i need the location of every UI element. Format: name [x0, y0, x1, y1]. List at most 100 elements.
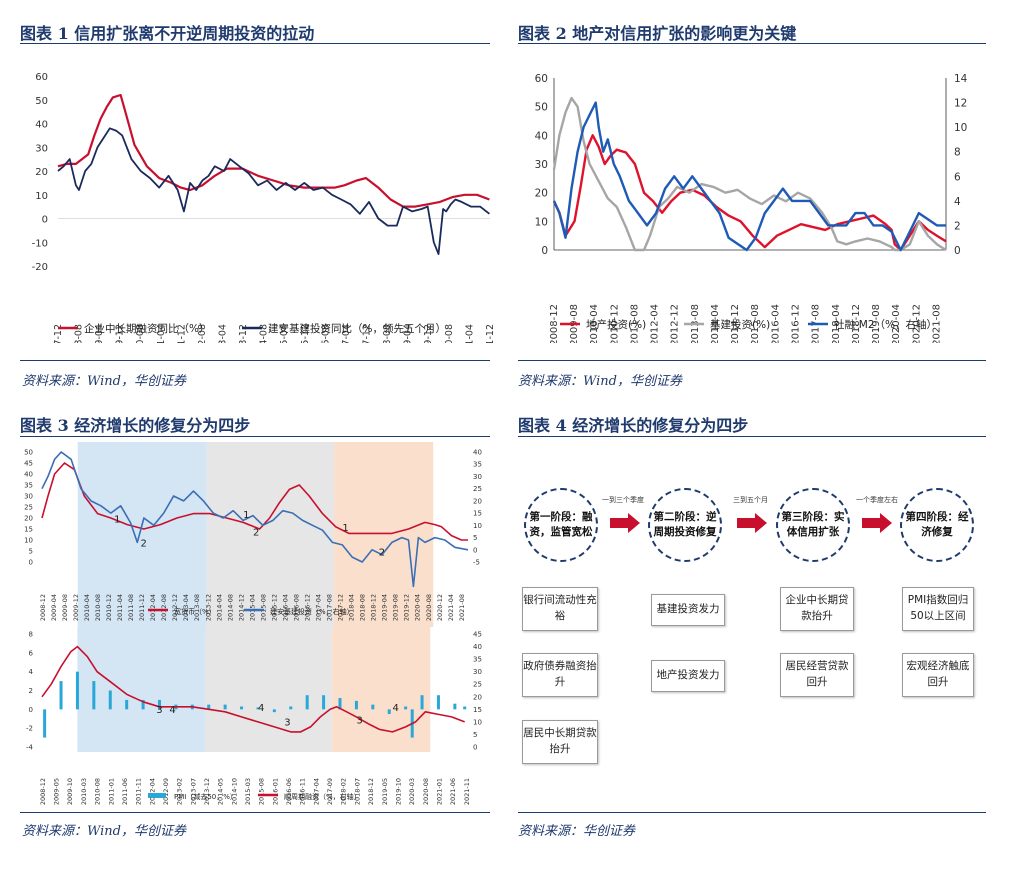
x-tick-label: 2015-08 — [750, 304, 761, 343]
y2-tick-label: 0 — [954, 245, 961, 257]
x-tick-label: 2020-12 — [436, 594, 444, 621]
x-tick-label: 2013-04 — [182, 594, 190, 621]
x-tick-label: 2021-01 — [435, 778, 443, 805]
y-tick-label: 50 — [35, 96, 48, 107]
y2-tick-label: 20 — [473, 693, 482, 701]
panel4-title: 图表 4 经济增长的修复分为四步 — [518, 416, 749, 435]
panel1-source: 资料来源：Wind，华创证券 — [22, 374, 186, 389]
y2-tick-label: 0 — [473, 744, 477, 752]
y2-tick-label: 2 — [954, 220, 961, 232]
panel3-source: 资料来源：Wind，华创证券 — [22, 824, 186, 839]
panel2-title-rule — [518, 43, 986, 44]
x-tick-label: 2010-08 — [94, 594, 102, 621]
y-tick-label: 20 — [24, 515, 33, 523]
y2-tick-label: 14 — [954, 73, 968, 85]
phase-marker: 3 — [356, 715, 362, 726]
pmi-bar — [157, 699, 161, 710]
x-tick-label: 2018-12 — [370, 594, 378, 621]
y-tick-label: 0 — [42, 215, 48, 226]
x-tick-label: 2012-12 — [670, 304, 681, 343]
pmi-bar — [371, 704, 375, 710]
pmi-bar — [125, 699, 129, 710]
stage-arrow-3 — [862, 513, 892, 533]
x-tick-label: 2008-12 — [39, 594, 47, 621]
x-tick-label: 2017-08 — [326, 594, 334, 621]
panel1-source-rule — [20, 360, 490, 361]
phase-band-bottom-3 — [331, 627, 431, 752]
pmi-bar — [43, 709, 47, 738]
y-tick-label: 45 — [24, 460, 33, 468]
x-tick-label: 2015-08 — [258, 778, 266, 805]
y-tick-label: 10 — [535, 216, 548, 228]
box-household-business-loans: 居民经营贷款回升 — [780, 653, 854, 697]
x-tick-label: 2010-08 — [135, 324, 146, 343]
x-tick-label: 2021-08 — [458, 594, 466, 621]
y-tick-label: 60 — [35, 72, 48, 83]
x-tick-label: 2019-10 — [394, 778, 402, 805]
stage2-circle: 第二阶段：逆周期投资修复 — [648, 488, 722, 562]
panel1-title-rule — [20, 43, 490, 44]
x-tick-label: 2008-12 — [39, 778, 47, 805]
x-tick-label: 2013-07 — [189, 778, 197, 805]
x-tick-label: 2012-12 — [171, 594, 179, 621]
box-property-investment: 地产投资发力 — [651, 660, 725, 692]
x-tick-label: 2011-04 — [156, 324, 167, 343]
y2-tick-label: 10 — [954, 122, 967, 134]
pmi-bar — [322, 695, 326, 710]
x-tick-label: 2009-12 — [72, 594, 80, 621]
y2-tick-label: 30 — [473, 668, 482, 676]
phase-band-bottom-2 — [205, 627, 332, 752]
y2-tick-label: 4 — [954, 196, 961, 208]
x-tick-label: 2011-08 — [127, 594, 135, 621]
y2-tick-label: 35 — [473, 461, 482, 469]
x-tick-label: 2016-12 — [303, 594, 311, 621]
x-tick-label: 2014-04 — [215, 594, 223, 621]
pmi-bar — [387, 709, 391, 715]
y2-tick-label: 5 — [473, 731, 477, 739]
pmi-bar — [108, 690, 112, 710]
x-tick-label: 2014-10 — [230, 778, 238, 805]
top-legend-item-0: 宽货币（%） — [174, 607, 216, 616]
x-tick-label: 2016-08 — [292, 594, 300, 621]
y2-tick-label: 25 — [473, 681, 482, 689]
pmi-bar — [354, 700, 358, 710]
x-tick-label: 2016-04 — [770, 304, 781, 343]
legend-item-0: 地产投资(%) — [586, 318, 646, 331]
x-tick-label: 2018-04 — [348, 594, 356, 621]
box-household-longterm-loans: 居民中长期贷款抬升 — [522, 720, 598, 764]
y-tick-label: -2 — [26, 725, 33, 733]
x-tick-label: 2018-08 — [382, 324, 393, 343]
bottom-legend-item-0: PMI（减去50，%） — [174, 792, 237, 801]
x-tick-label: 2009-10 — [66, 778, 74, 805]
x-tick-label: 2021-12 — [485, 324, 495, 343]
x-tick-label: 2019-05 — [381, 778, 389, 805]
legend-item-0: 企业中长期融资同比（%） — [84, 322, 209, 335]
x-tick-label: 2016-12 — [791, 304, 802, 343]
pmi-bar — [256, 707, 260, 710]
stage-arrow-2 — [737, 513, 767, 533]
chart1: 60 50 40 30 20 10 0 -10 -20 2007-12 2008-08 2009-04… — [32, 72, 495, 343]
top-series-line-1 — [41, 451, 469, 588]
x-tick-label: 2018-12 — [367, 778, 375, 805]
box-pmi-above-50: PMI指数回归50以上区间 — [902, 587, 974, 631]
phase-marker: 1 — [342, 523, 348, 534]
phase-marker: 1 — [243, 510, 249, 521]
x-tick-label: 2017-04 — [312, 778, 320, 805]
box-corp-longterm-loans: 企业中长期贷款抬升 — [780, 587, 854, 631]
x-tick-label: 2009-04 — [94, 324, 105, 343]
x-tick-label: 2011-12 — [176, 324, 187, 343]
panel3-title-rule — [20, 436, 490, 437]
top-legend-item-1: 建安基建投资（%，右轴） — [270, 607, 354, 616]
x-tick-label: 2012-04 — [650, 304, 661, 343]
y-tick-label: 40 — [535, 130, 548, 142]
phase-band-bottom-1 — [77, 627, 206, 752]
stage4-circle: 第四阶段：经济修复 — [900, 488, 974, 562]
x-tick-label: 2016-04 — [281, 594, 289, 621]
x-tick-label: 2009-08 — [61, 594, 69, 621]
x-tick-label: 2019-08 — [392, 594, 400, 621]
arrow-label-3: 一个季度左右 — [856, 496, 898, 504]
stage1-circle: 第一阶段：融资，监管宽松 — [524, 488, 598, 562]
x-tick-label: 2021-06 — [449, 778, 457, 805]
panel4-source-rule — [518, 812, 986, 813]
x-tick-label: 2021-04 — [447, 594, 455, 621]
